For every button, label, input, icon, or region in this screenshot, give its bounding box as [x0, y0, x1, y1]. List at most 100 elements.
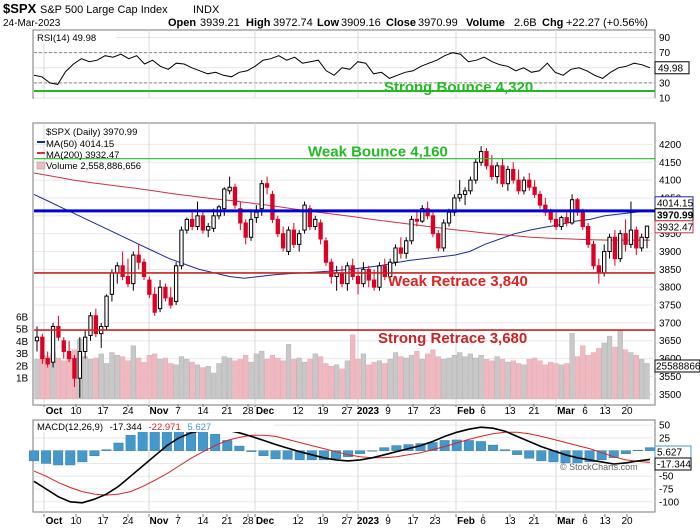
volume-bar [516, 363, 522, 400]
candle-up [361, 268, 366, 285]
price-value-label: 4014.15 [657, 198, 694, 209]
candle-down [537, 193, 543, 206]
volume-bar [120, 356, 126, 400]
volume-value: 2.6B [514, 17, 537, 29]
candle-up [644, 225, 650, 239]
macd-value-label: 5.627 [657, 448, 682, 459]
volume-bar [211, 372, 217, 400]
volume-bar [451, 355, 457, 400]
macd-hist-bar [560, 450, 571, 464]
volume-bar [473, 357, 479, 400]
volume-bar [494, 356, 500, 400]
price-tick-label: 3650 [659, 336, 682, 347]
macd-tick-label: 25 [659, 433, 671, 444]
volume-bar [478, 355, 484, 400]
x-axis-label: 17 [407, 516, 419, 527]
candle-up [495, 165, 500, 178]
macd-legend-macd: -17.344 [110, 422, 142, 433]
macd-histogram [29, 422, 655, 466]
x-axis-label: 28 [242, 406, 254, 417]
x-axis-label: Nov [150, 516, 169, 527]
volume-bar [366, 364, 372, 400]
price-legend-ma200: MA(200) 3932.47 [46, 150, 119, 161]
candle-up [222, 188, 227, 210]
volume-bar [558, 364, 564, 400]
axis-labels: 907050301049.984200415041004050400039503… [16, 33, 700, 527]
volume-bar [285, 344, 292, 400]
macd-tick-label: 50 [659, 421, 671, 432]
volume-bar [312, 353, 318, 400]
level-annotation: Weak Retrace 3,840 [388, 273, 528, 290]
volume-bar [617, 330, 623, 400]
candle-up [420, 208, 425, 222]
candle-down [500, 165, 505, 185]
candle-up [473, 161, 478, 181]
macd-hist-bar [451, 439, 462, 451]
candle-up [184, 218, 189, 231]
x-axis-label: 6 [582, 516, 588, 527]
candle-down [307, 208, 313, 228]
price-tick-label: 3500 [659, 390, 682, 401]
level-annotation: Strong Retrace 3,680 [378, 330, 527, 347]
volume-bar [130, 345, 136, 400]
candle-down [596, 265, 602, 274]
volume-bar [553, 363, 559, 400]
macd-hist-bar [270, 450, 281, 460]
candle-up [387, 261, 393, 277]
volume-bar [318, 356, 324, 400]
volume-bar [291, 359, 297, 400]
volume-bar [564, 363, 570, 400]
volume-bar [499, 359, 506, 400]
x-axis-label: 24 [122, 406, 134, 417]
volume-bar [505, 361, 511, 400]
rsi-tick-label: 90 [659, 33, 671, 44]
level-annotation: Weak Bounce 4,160 [308, 144, 448, 161]
macd-hist-bar [246, 450, 257, 452]
candle-down [168, 297, 173, 306]
x-axis-label: 6 [480, 516, 486, 527]
volume-value-box [654, 359, 700, 373]
candle-up [441, 222, 446, 249]
candle-down [45, 358, 50, 365]
macd-hist-bar [584, 450, 595, 463]
x-axis-label: 7 [175, 516, 181, 527]
candle-up [377, 265, 382, 288]
candle-up [286, 229, 291, 253]
volume-bar [173, 364, 179, 400]
macd-hist-bar [355, 450, 366, 454]
macd-hist-bar [391, 445, 402, 451]
volume-bar [328, 366, 334, 400]
macd-hist-bar [318, 450, 329, 461]
volume-bar [633, 355, 639, 400]
volume-label: Volume [466, 17, 505, 29]
volume-bar [141, 361, 147, 400]
volume-bar [103, 363, 110, 400]
volume-bar [237, 359, 243, 400]
candle-down [136, 254, 141, 263]
x-axis-label: Feb [457, 406, 475, 417]
volume-bar [430, 349, 436, 400]
macd-hist-bar [125, 435, 136, 451]
index-name: S&P 500 Large Cap Index [40, 4, 168, 16]
macd-hist-bar [512, 450, 523, 455]
candle-down [527, 179, 532, 188]
candle-up [115, 265, 120, 274]
price-value-box [654, 220, 694, 234]
candle-up [446, 211, 452, 224]
volume-bar [157, 359, 163, 400]
candle-down [350, 265, 355, 277]
candle-up [478, 151, 484, 163]
candle-down [436, 233, 441, 249]
volume-bar [601, 342, 607, 400]
x-axis-label: 19 [317, 516, 329, 527]
volume-bar [537, 360, 543, 400]
x-axis-label: 13 [599, 516, 611, 527]
volume-bar [296, 357, 302, 400]
candle-down [548, 211, 553, 220]
x-axis-label: Oct [46, 406, 63, 417]
candle-up [313, 218, 318, 228]
volume-bar [248, 361, 254, 400]
exchange: INDX [193, 4, 220, 16]
candle-up [104, 295, 109, 327]
macd-hist-bar [488, 444, 498, 451]
